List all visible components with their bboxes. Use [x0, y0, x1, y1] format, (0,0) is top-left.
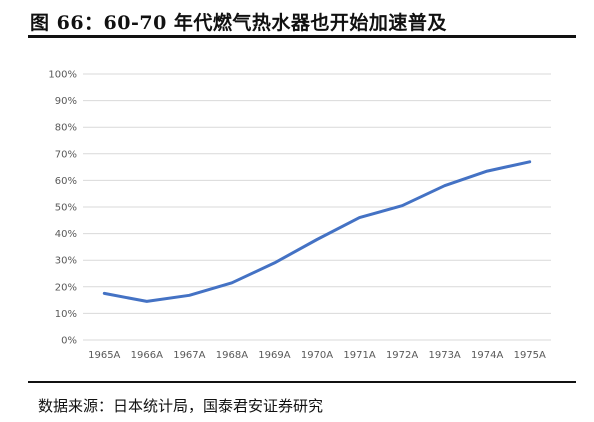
y-tick-label: 40% [55, 229, 77, 240]
x-tick-label: 1973A [428, 350, 460, 361]
x-tick-label: 1972A [386, 350, 418, 361]
series-layer [102, 160, 532, 303]
y-tick-label: 60% [55, 176, 77, 187]
x-tick-label: 1966A [131, 350, 163, 361]
x-tick-label: 1968A [216, 350, 248, 361]
x-tick-label: 1969A [258, 350, 290, 361]
x-tick-label: 1974A [471, 350, 503, 361]
x-axis-ticks: 1965A 1966A 1967A 1968A 1969A 1970A 1971A 1972A… [88, 350, 546, 361]
y-tick-label: 10% [55, 309, 77, 320]
y-tick-label: 90% [55, 96, 77, 107]
y-tick-label: 70% [55, 149, 77, 160]
x-tick-label: 1975A [514, 350, 546, 361]
figure-title: 图 66：60-70 年代燃气热水器也开始加速普及 [30, 12, 447, 34]
gridlines [83, 73, 551, 341]
x-tick-label: 1970A [301, 350, 333, 361]
source-bar: 数据来源：日本统计局，国泰君安证券研究 [28, 381, 576, 415]
y-tick-label: 30% [55, 256, 77, 267]
y-tick-label: 100% [48, 70, 77, 81]
y-tick-label: 20% [55, 282, 77, 293]
x-tick-label: 1971A [343, 350, 375, 361]
y-tick-label: 0% [61, 336, 77, 347]
title-bar: 图 66：60-70 年代燃气热水器也开始加速普及 [28, 2, 576, 38]
line-chart: 0%10%20%30%40%50%60%70%80%90%100% 1965A 1… [48, 70, 551, 361]
x-tick-label: 1967A [173, 350, 205, 361]
y-tick-label: 50% [55, 203, 77, 214]
x-tick-label: 1965A [88, 350, 120, 361]
series-line [102, 160, 532, 303]
data-source: 数据来源：日本统计局，国泰君安证券研究 [38, 397, 324, 415]
y-tick-label: 80% [55, 123, 77, 134]
y-axis-ticks: 0% 10% 20% 30% 40% 50% 60% 70% 80% 90% 100% [48, 70, 77, 347]
